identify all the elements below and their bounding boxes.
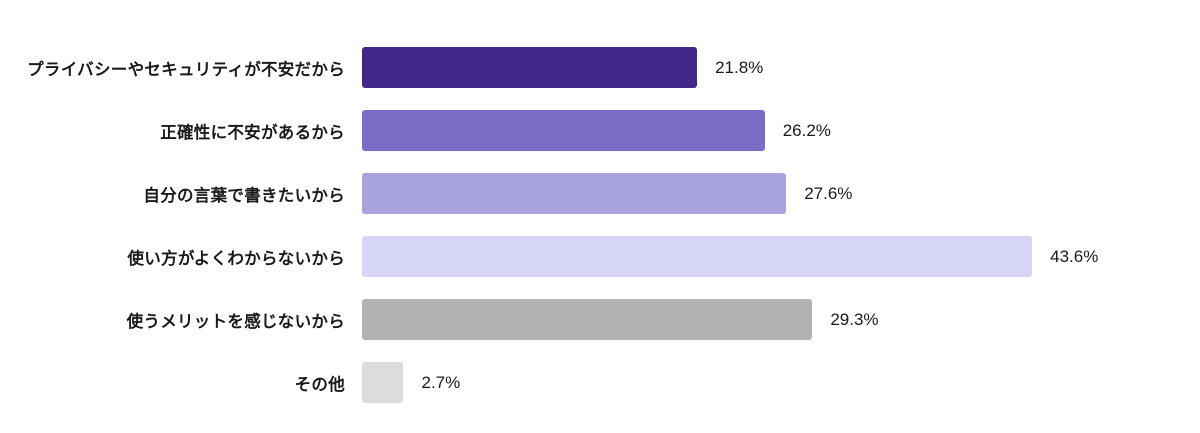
category-label: 正確性に不安があるから	[160, 123, 345, 142]
chart-rows: プライバシーやセキュリティが不安だから 21.8% 正確性に不安があるから 26…	[0, 36, 1200, 414]
value-label: 26.2%	[782, 120, 831, 140]
category-label: 使い方がよくわからないから	[127, 249, 345, 268]
chart-row: 使い方がよくわからないから 43.6%	[0, 225, 1200, 288]
value-label: 2.7%	[421, 372, 461, 392]
bar	[362, 110, 765, 151]
chart-row: 自分の言葉で書きたいから 27.6%	[0, 162, 1200, 225]
category-label: 自分の言葉で書きたいから	[143, 186, 345, 205]
chart-row: 使うメリットを感じないから 29.3%	[0, 288, 1200, 351]
category-label: プライバシーやセキュリティが不安だから	[27, 60, 345, 79]
bar	[362, 362, 404, 403]
category-label: その他	[294, 375, 345, 394]
bar	[362, 299, 813, 340]
bar	[362, 47, 698, 88]
category-label: 使うメリットを感じないから	[126, 312, 345, 331]
chart-row: その他 2.7%	[0, 351, 1200, 414]
value-label: 21.8%	[715, 57, 764, 77]
bar	[362, 173, 787, 214]
value-label: 43.6%	[1050, 246, 1099, 266]
bar	[362, 236, 1033, 277]
chart-row: プライバシーやセキュリティが不安だから 21.8%	[0, 36, 1200, 99]
chart-row: 正確性に不安があるから 26.2%	[0, 99, 1200, 162]
value-label: 27.6%	[804, 183, 853, 203]
value-label: 29.3%	[830, 309, 879, 329]
